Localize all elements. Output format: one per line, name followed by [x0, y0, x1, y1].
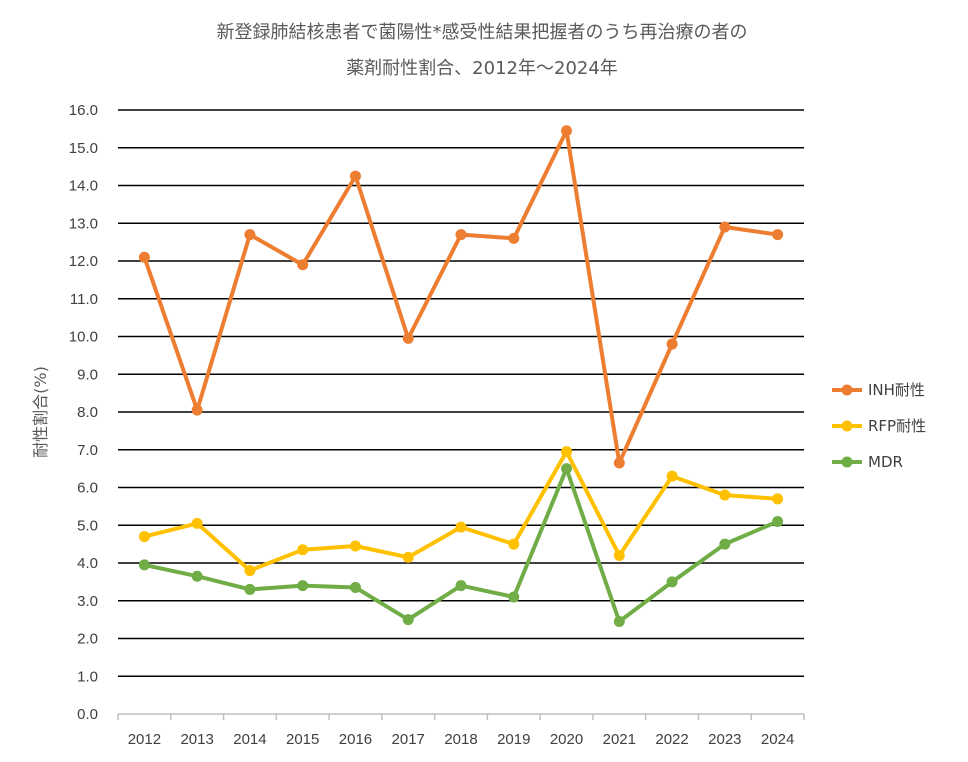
- series-line: [142, 449, 780, 573]
- data-point: [666, 470, 678, 482]
- x-tick-label: 2020: [550, 731, 583, 748]
- data-point: [138, 559, 150, 571]
- y-tick-label: 12.0: [69, 253, 98, 270]
- data-point: [666, 338, 678, 350]
- x-tick-label: 2022: [655, 731, 688, 748]
- data-point: [613, 457, 625, 469]
- x-tick-label: 2015: [286, 731, 319, 748]
- y-tick-label: 6.0: [77, 480, 98, 497]
- x-tick-label: 2014: [233, 731, 266, 748]
- legend-swatch-marker: [841, 384, 853, 396]
- chart-title-line-2: 薬剤耐性割合、2012年～2024年: [346, 58, 618, 79]
- data-point: [297, 259, 309, 271]
- data-point: [719, 538, 731, 550]
- data-point: [455, 580, 467, 592]
- x-tick-labels: 2012 2013 2014 2015 2016 2017 2018 2019 2020 2021…: [128, 731, 795, 748]
- y-tick-labels: 0.0 1.0 2.0 3.0 4.0 5.0 6.0 7.0 8.0 9.0 10.0 11.0 12…: [69, 102, 98, 723]
- x-tick-label: 2024: [761, 731, 794, 748]
- y-tick-label: 10.0: [69, 329, 98, 346]
- legend: INH耐性 RFP耐性 MDR: [832, 381, 926, 471]
- data-point: [455, 521, 467, 533]
- data-point: [455, 229, 467, 241]
- x-axis: [117, 713, 805, 720]
- data-point: [508, 538, 520, 550]
- data-point: [191, 570, 203, 582]
- data-point: [561, 446, 573, 458]
- series-group: [138, 125, 784, 628]
- data-point: [561, 125, 573, 137]
- data-point: [244, 583, 256, 595]
- y-tick-label: 11.0: [70, 291, 98, 308]
- x-tick-label: 2012: [128, 731, 161, 748]
- series-line: [142, 128, 780, 465]
- y-tick-label: 15.0: [69, 140, 98, 157]
- y-axis-label: 耐性割合(%): [31, 366, 50, 458]
- data-point: [719, 489, 731, 501]
- y-tick-label: 7.0: [77, 442, 98, 459]
- chart-title-line-1: 新登録肺結核患者で菌陽性*感受性結果把握者のうち再治療の者の: [217, 22, 748, 43]
- legend-item-0: INH耐性: [832, 381, 925, 399]
- series-2: [138, 463, 784, 628]
- x-tick-label: 2018: [444, 731, 477, 748]
- data-point: [719, 221, 731, 233]
- data-point: [402, 332, 414, 344]
- legend-item-1: RFP耐性: [832, 417, 926, 435]
- y-tick-label: 13.0: [69, 215, 98, 232]
- data-point: [772, 515, 784, 527]
- data-point: [244, 565, 256, 577]
- data-point: [508, 591, 520, 603]
- legend-item-2: MDR: [832, 453, 903, 471]
- legend-label: MDR: [868, 453, 903, 471]
- data-point: [244, 229, 256, 241]
- legend-swatch-marker: [841, 420, 853, 432]
- y-tick-label: 3.0: [77, 593, 98, 610]
- gridlines: [118, 109, 804, 678]
- legend-label: RFP耐性: [868, 417, 926, 435]
- y-tick-label: 0.0: [77, 706, 98, 723]
- data-point: [191, 404, 203, 416]
- data-point: [613, 616, 625, 628]
- data-point: [508, 232, 520, 244]
- x-tick-label: 2021: [603, 731, 636, 748]
- data-point: [402, 614, 414, 626]
- y-tick-label: 4.0: [77, 555, 98, 572]
- legend-swatch-marker: [841, 456, 853, 468]
- data-point: [349, 170, 361, 182]
- y-tick-label: 8.0: [77, 404, 98, 421]
- legend-label: INH耐性: [868, 381, 925, 399]
- data-point: [138, 531, 150, 543]
- series-line: [142, 466, 780, 624]
- x-tick-label: 2013: [180, 731, 213, 748]
- y-tick-label: 16.0: [69, 102, 98, 119]
- y-tick-label: 2.0: [77, 631, 98, 648]
- data-point: [349, 540, 361, 552]
- x-tick-label: 2019: [497, 731, 530, 748]
- data-point: [402, 551, 414, 563]
- data-point: [561, 463, 573, 475]
- x-tick-label: 2023: [708, 731, 741, 748]
- y-tick-label: 1.0: [77, 668, 98, 685]
- data-point: [138, 251, 150, 263]
- series-1: [138, 446, 784, 577]
- x-tick-label: 2016: [339, 731, 372, 748]
- data-point: [349, 582, 361, 594]
- data-point: [772, 229, 784, 241]
- data-point: [666, 576, 678, 588]
- data-point: [613, 549, 625, 561]
- x-tick-label: 2017: [392, 731, 425, 748]
- data-point: [297, 580, 309, 592]
- y-tick-label: 9.0: [77, 366, 98, 383]
- y-tick-label: 14.0: [69, 178, 98, 195]
- data-point: [191, 517, 203, 529]
- data-point: [772, 493, 784, 505]
- data-point: [297, 544, 309, 556]
- series-0: [138, 125, 784, 469]
- y-tick-label: 5.0: [77, 517, 98, 534]
